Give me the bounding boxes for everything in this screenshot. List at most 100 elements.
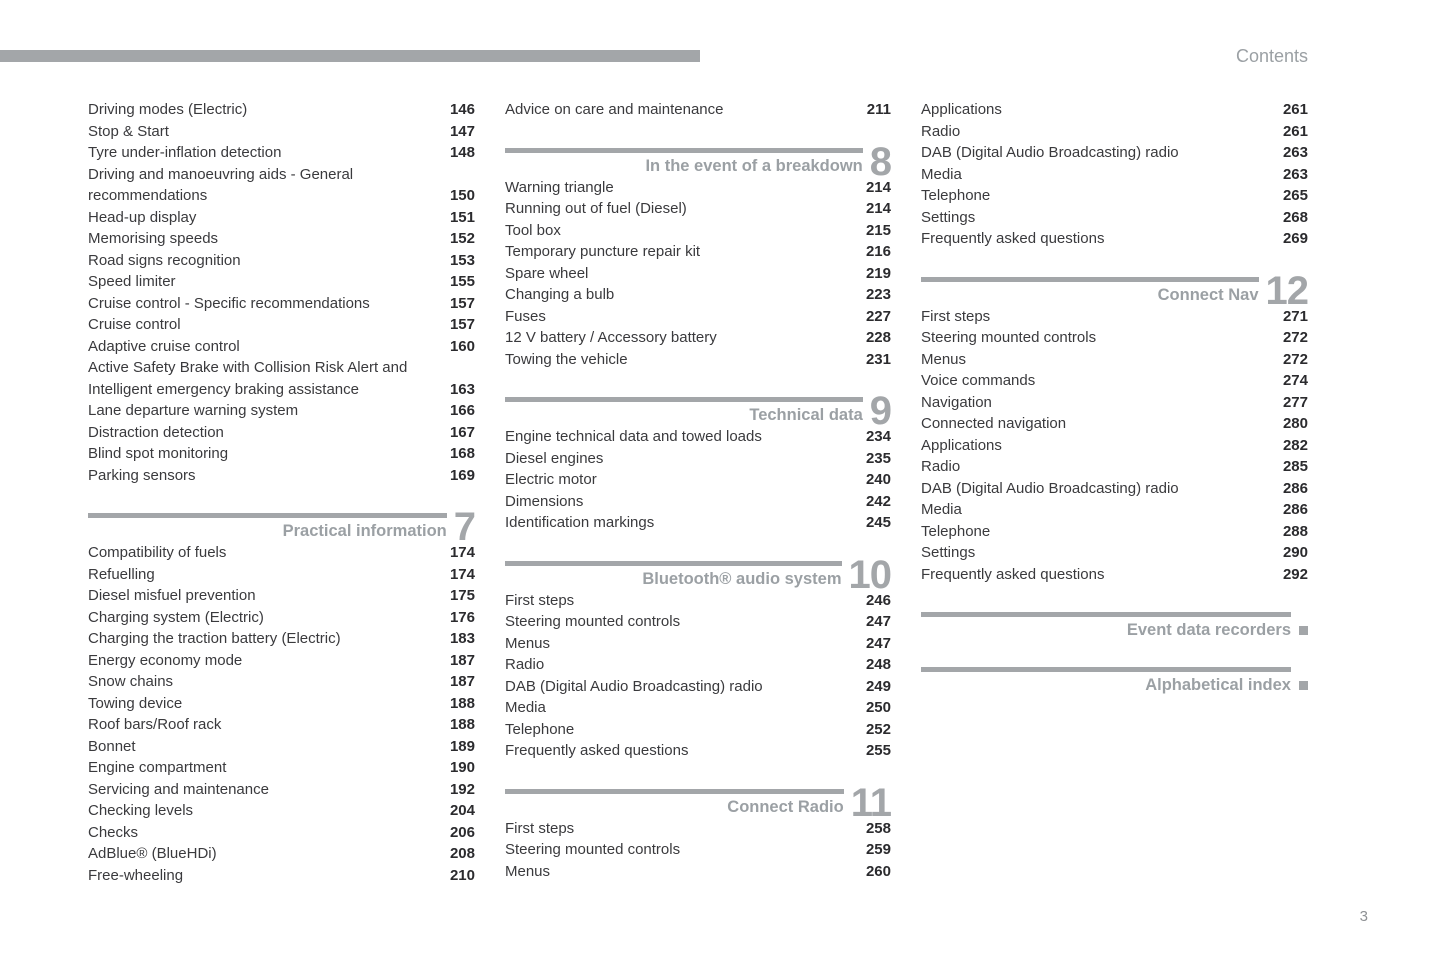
toc-entry[interactable]: Advice on care and maintenance 211 (505, 99, 891, 121)
section-header-connect-radio[interactable]: Connect Radio 11 (505, 783, 892, 823)
toc-entry[interactable]: First steps 271 (921, 306, 1308, 328)
toc-entry[interactable]: Roof bars/Roof rack 188 (88, 714, 475, 736)
toc-entry[interactable]: Servicing and maintenance 192 (88, 779, 475, 801)
section-header-connect-nav[interactable]: Connect Nav 12 (921, 271, 1309, 311)
toc-entry[interactable]: Distraction detection 167 (88, 422, 475, 444)
toc-entry-page: 210 (449, 866, 475, 884)
toc-entry[interactable]: Navigation 277 (921, 392, 1308, 414)
toc-entry[interactable]: Menus 272 (921, 349, 1308, 371)
toc-entry[interactable]: DAB (Digital Audio Broadcasting) radio 24… (505, 676, 891, 698)
toc-entry[interactable]: Driving modes (Electric) 146 (88, 99, 475, 121)
toc-entry[interactable]: First steps 258 (505, 818, 891, 840)
toc-entry-page: 155 (449, 273, 475, 290)
toc-entry[interactable]: Diesel misfuel prevention 175 (88, 585, 475, 607)
toc-entry[interactable]: Frequently asked questions 292 (921, 564, 1308, 586)
toc-entry[interactable]: Identification markings 245 (505, 512, 891, 534)
toc-entry[interactable]: DAB (Digital Audio Broadcasting) radio 26… (921, 142, 1308, 164)
toc-entry[interactable]: Charging the traction battery (Electric)… (88, 628, 475, 650)
toc-entry-label: First steps (921, 307, 991, 325)
toc-entry-page: 290 (1282, 544, 1308, 561)
toc-entry[interactable]: Menus 260 (505, 861, 891, 883)
toc-entry[interactable]: Radio 261 (921, 121, 1308, 143)
toc-entry[interactable]: Warning triangle 214 (505, 177, 891, 199)
toc-entry[interactable]: AdBlue® (BlueHDi) 208 (88, 843, 475, 865)
toc-entry[interactable]: Media 250 (505, 697, 891, 719)
toc-entry[interactable]: Blind spot monitoring 168 (88, 443, 475, 465)
section-divider-bar (505, 788, 844, 794)
toc-entry[interactable]: Menus 247 (505, 633, 891, 655)
toc-entry[interactable]: Fuses 227 (505, 306, 891, 328)
toc-entry[interactable]: Telephone 265 (921, 185, 1308, 207)
toc-entry[interactable]: Towing the vehicle 231 (505, 349, 891, 371)
toc-entry[interactable]: Media 286 (921, 499, 1308, 521)
toc-entry[interactable]: Frequently asked questions 269 (921, 228, 1308, 250)
toc-entry[interactable]: Cruise control - Specific recommendation… (88, 293, 475, 315)
toc-entry[interactable]: Engine compartment 190 (88, 757, 475, 779)
toc-entry[interactable]: Snow chains 187 (88, 671, 475, 693)
toc-entry[interactable]: DAB (Digital Audio Broadcasting) radio 28… (921, 478, 1308, 500)
toc-entry[interactable]: Memorising speeds 152 (88, 228, 475, 250)
toc-entry[interactable]: Checks 206 (88, 822, 475, 844)
toc-entry[interactable]: Settings 268 (921, 207, 1308, 229)
toc-entry[interactable]: Cruise control 157 (88, 314, 475, 336)
toc-entry[interactable]: Tyre under-inflation detection 148 (88, 142, 475, 164)
section-header-event-data-recorders[interactable]: Event data recorders (921, 612, 1308, 640)
section-header-technical-data[interactable]: Technical data 9 (505, 391, 892, 431)
toc-entry[interactable]: 12 V battery / Accessory battery 228 (505, 327, 891, 349)
toc-entry-label: Frequently asked questions (505, 742, 689, 759)
toc-entry[interactable]: Dimensions 242 (505, 491, 891, 513)
toc-entry[interactable]: Running out of fuel (Diesel) 214 (505, 198, 891, 220)
toc-entry[interactable]: Refuelling 174 (88, 564, 475, 586)
toc-entry[interactable]: Stop & Start 147 (88, 121, 475, 143)
toc-entry[interactable]: Radio 285 (921, 456, 1308, 478)
toc-entry[interactable]: Steering mounted controls 272 (921, 327, 1308, 349)
toc-entry[interactable]: Temporary puncture repair kit 216 (505, 241, 891, 263)
toc-entry[interactable]: Head-up display 151 (88, 207, 475, 229)
section-alphabetical-index: Alphabetical index (921, 667, 1308, 695)
toc-entry[interactable]: Tool box 215 (505, 220, 891, 242)
square-marker-icon (1299, 681, 1308, 690)
toc-entry[interactable]: Steering mounted controls 247 (505, 611, 891, 633)
toc-entry[interactable]: Road signs recognition 153 (88, 250, 475, 272)
toc-entry[interactable]: Telephone 252 (505, 719, 891, 741)
section-header-bluetooth-audio-system[interactable]: Bluetooth® audio system 10 (505, 555, 892, 595)
toc-entry[interactable]: Lane departure warning system 166 (88, 400, 475, 422)
section-header-practical-information[interactable]: Practical information 7 (88, 507, 476, 547)
toc-entry[interactable]: Applications 261 (921, 99, 1308, 121)
toc-entry[interactable]: Speed limiter 155 (88, 271, 475, 293)
toc-entry[interactable]: Active Safety Brake with Collision Risk … (88, 357, 475, 400)
toc-entry[interactable]: Towing device 188 (88, 693, 475, 715)
section-header-left: Alphabetical index (921, 667, 1291, 695)
toc-entry[interactable]: Changing a bulb 223 (505, 284, 891, 306)
toc-entry[interactable]: Settings 290 (921, 542, 1308, 564)
toc-entry[interactable]: Compatibility of fuels 174 (88, 542, 475, 564)
toc-entry[interactable]: Frequently asked questions 255 (505, 740, 891, 762)
toc-entry-label: Voice commands (921, 372, 1036, 389)
toc-entry[interactable]: Steering mounted controls 259 (505, 839, 891, 861)
toc-entry[interactable]: Parking sensors 169 (88, 465, 475, 487)
toc-entry-page: 192 (449, 780, 475, 798)
toc-entry[interactable]: First steps 246 (505, 590, 891, 612)
toc-entry[interactable]: Voice commands 274 (921, 370, 1308, 392)
toc-entry[interactable]: Connected navigation 280 (921, 413, 1308, 435)
toc-entry[interactable]: Spare wheel 219 (505, 263, 891, 285)
toc-entry[interactable]: Telephone 288 (921, 521, 1308, 543)
toc-entry[interactable]: Radio 248 (505, 654, 891, 676)
toc-entry[interactable]: Charging system (Electric) 176 (88, 607, 475, 629)
toc-entry[interactable]: Media 263 (921, 164, 1308, 186)
toc-entry[interactable]: Diesel engines 235 (505, 448, 891, 470)
toc-entry[interactable]: Free-wheeling 210 (88, 865, 475, 887)
toc-entry-page: 189 (449, 737, 475, 755)
toc-entry[interactable]: Energy economy mode 187 (88, 650, 475, 672)
toc-entry[interactable]: Adaptive cruise control 160 (88, 336, 475, 358)
toc-entry[interactable]: Bonnet 189 (88, 736, 475, 758)
toc-entry[interactable]: Applications 282 (921, 435, 1308, 457)
toc-entry[interactable]: Electric motor 240 (505, 469, 891, 491)
toc-entry[interactable]: Engine technical data and towed loads 234 (505, 426, 891, 448)
toc-entry-page: 166 (449, 402, 475, 419)
toc-entry[interactable]: Checking levels 204 (88, 800, 475, 822)
toc-entry-label: Menus (505, 634, 551, 652)
section-header-in-the-event-of-a-breakdown[interactable]: In the event of a breakdown 8 (505, 142, 892, 182)
section-header-alphabetical-index[interactable]: Alphabetical index (921, 667, 1308, 695)
toc-entry[interactable]: Driving and manoeuvring aids - General r… (88, 164, 475, 207)
